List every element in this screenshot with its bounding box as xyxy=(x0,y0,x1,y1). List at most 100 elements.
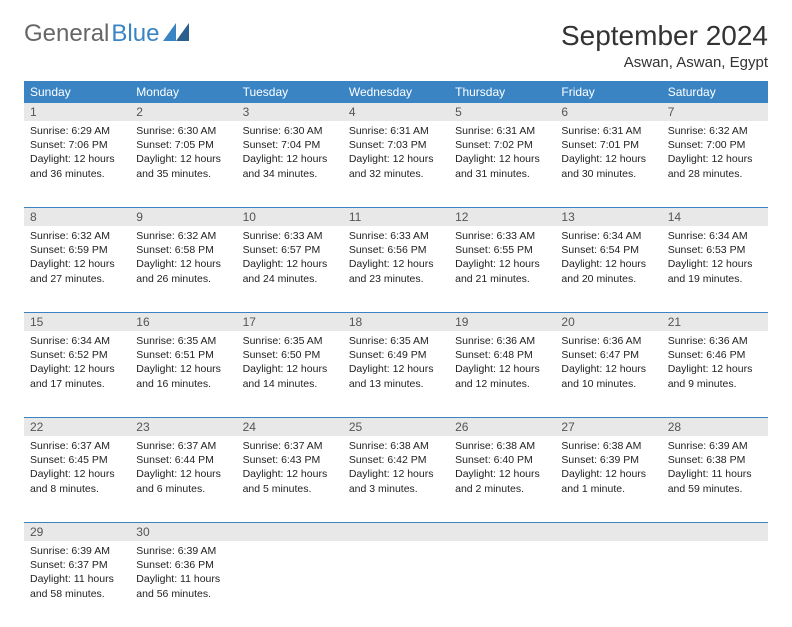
day-details: Sunrise: 6:37 AMSunset: 6:45 PMDaylight:… xyxy=(24,436,130,502)
day-cell: Sunrise: 6:37 AMSunset: 6:43 PMDaylight:… xyxy=(237,436,343,523)
day-details: Sunrise: 6:35 AMSunset: 6:49 PMDaylight:… xyxy=(343,331,449,397)
day-cell: Sunrise: 6:39 AMSunset: 6:36 PMDaylight:… xyxy=(130,541,236,627)
day-details: Sunrise: 6:31 AMSunset: 7:01 PMDaylight:… xyxy=(555,121,661,187)
day-details: Sunrise: 6:39 AMSunset: 6:36 PMDaylight:… xyxy=(130,541,236,607)
day-content-row: Sunrise: 6:37 AMSunset: 6:45 PMDaylight:… xyxy=(24,436,768,523)
day-number: 27 xyxy=(555,418,661,437)
logo-icon xyxy=(163,20,189,48)
day-number: 4 xyxy=(343,103,449,121)
day-number: 25 xyxy=(343,418,449,437)
day-content-row: Sunrise: 6:32 AMSunset: 6:59 PMDaylight:… xyxy=(24,226,768,313)
day-cell: Sunrise: 6:37 AMSunset: 6:45 PMDaylight:… xyxy=(24,436,130,523)
day-number: 22 xyxy=(24,418,130,437)
day-details: Sunrise: 6:32 AMSunset: 6:59 PMDaylight:… xyxy=(24,226,130,292)
day-cell: Sunrise: 6:39 AMSunset: 6:37 PMDaylight:… xyxy=(24,541,130,627)
day-cell: Sunrise: 6:32 AMSunset: 7:00 PMDaylight:… xyxy=(662,121,768,208)
weekday-header: Saturday xyxy=(662,81,768,103)
day-number: 3 xyxy=(237,103,343,121)
weekday-header-row: Sunday Monday Tuesday Wednesday Thursday… xyxy=(24,81,768,103)
day-number: 2 xyxy=(130,103,236,121)
day-cell: Sunrise: 6:29 AMSunset: 7:06 PMDaylight:… xyxy=(24,121,130,208)
header: GeneralBlue September 2024 Aswan, Aswan,… xyxy=(24,20,768,71)
weekday-header: Friday xyxy=(555,81,661,103)
day-cell xyxy=(662,541,768,627)
day-number: 14 xyxy=(662,208,768,227)
day-details: Sunrise: 6:30 AMSunset: 7:05 PMDaylight:… xyxy=(130,121,236,187)
weekday-header: Thursday xyxy=(449,81,555,103)
day-cell xyxy=(343,541,449,627)
month-title: September 2024 xyxy=(561,20,768,52)
day-cell: Sunrise: 6:33 AMSunset: 6:55 PMDaylight:… xyxy=(449,226,555,313)
day-number xyxy=(343,523,449,542)
calendar-table: Sunday Monday Tuesday Wednesday Thursday… xyxy=(24,81,768,627)
day-number: 9 xyxy=(130,208,236,227)
day-cell: Sunrise: 6:30 AMSunset: 7:05 PMDaylight:… xyxy=(130,121,236,208)
day-details: Sunrise: 6:38 AMSunset: 6:42 PMDaylight:… xyxy=(343,436,449,502)
weekday-header: Monday xyxy=(130,81,236,103)
day-number: 13 xyxy=(555,208,661,227)
day-number: 17 xyxy=(237,313,343,332)
day-details: Sunrise: 6:37 AMSunset: 6:43 PMDaylight:… xyxy=(237,436,343,502)
day-number: 19 xyxy=(449,313,555,332)
day-details: Sunrise: 6:36 AMSunset: 6:47 PMDaylight:… xyxy=(555,331,661,397)
day-number: 15 xyxy=(24,313,130,332)
day-cell: Sunrise: 6:34 AMSunset: 6:53 PMDaylight:… xyxy=(662,226,768,313)
day-details: Sunrise: 6:32 AMSunset: 7:00 PMDaylight:… xyxy=(662,121,768,187)
day-details: Sunrise: 6:33 AMSunset: 6:55 PMDaylight:… xyxy=(449,226,555,292)
day-number: 28 xyxy=(662,418,768,437)
day-cell: Sunrise: 6:38 AMSunset: 6:39 PMDaylight:… xyxy=(555,436,661,523)
day-cell xyxy=(449,541,555,627)
day-details: Sunrise: 6:36 AMSunset: 6:46 PMDaylight:… xyxy=(662,331,768,397)
day-cell: Sunrise: 6:37 AMSunset: 6:44 PMDaylight:… xyxy=(130,436,236,523)
day-cell: Sunrise: 6:32 AMSunset: 6:58 PMDaylight:… xyxy=(130,226,236,313)
day-cell: Sunrise: 6:35 AMSunset: 6:49 PMDaylight:… xyxy=(343,331,449,418)
day-number: 26 xyxy=(449,418,555,437)
weekday-header: Wednesday xyxy=(343,81,449,103)
title-block: September 2024 Aswan, Aswan, Egypt xyxy=(561,20,768,71)
day-cell: Sunrise: 6:31 AMSunset: 7:01 PMDaylight:… xyxy=(555,121,661,208)
day-number xyxy=(555,523,661,542)
day-number xyxy=(662,523,768,542)
day-number: 7 xyxy=(662,103,768,121)
day-details: Sunrise: 6:37 AMSunset: 6:44 PMDaylight:… xyxy=(130,436,236,502)
day-details: Sunrise: 6:34 AMSunset: 6:52 PMDaylight:… xyxy=(24,331,130,397)
day-number: 8 xyxy=(24,208,130,227)
day-details: Sunrise: 6:31 AMSunset: 7:03 PMDaylight:… xyxy=(343,121,449,187)
day-number-row: 15161718192021 xyxy=(24,313,768,332)
day-cell: Sunrise: 6:34 AMSunset: 6:54 PMDaylight:… xyxy=(555,226,661,313)
day-number: 23 xyxy=(130,418,236,437)
day-details: Sunrise: 6:34 AMSunset: 6:53 PMDaylight:… xyxy=(662,226,768,292)
day-details: Sunrise: 6:39 AMSunset: 6:38 PMDaylight:… xyxy=(662,436,768,502)
day-details: Sunrise: 6:36 AMSunset: 6:48 PMDaylight:… xyxy=(449,331,555,397)
day-cell: Sunrise: 6:36 AMSunset: 6:47 PMDaylight:… xyxy=(555,331,661,418)
day-details: Sunrise: 6:31 AMSunset: 7:02 PMDaylight:… xyxy=(449,121,555,187)
day-number: 24 xyxy=(237,418,343,437)
day-cell: Sunrise: 6:33 AMSunset: 6:57 PMDaylight:… xyxy=(237,226,343,313)
logo-text-1: General xyxy=(24,20,109,48)
day-details: Sunrise: 6:29 AMSunset: 7:06 PMDaylight:… xyxy=(24,121,130,187)
day-details: Sunrise: 6:35 AMSunset: 6:50 PMDaylight:… xyxy=(237,331,343,397)
day-cell: Sunrise: 6:34 AMSunset: 6:52 PMDaylight:… xyxy=(24,331,130,418)
day-number: 30 xyxy=(130,523,236,542)
day-number-row: 891011121314 xyxy=(24,208,768,227)
day-details: Sunrise: 6:38 AMSunset: 6:40 PMDaylight:… xyxy=(449,436,555,502)
day-number: 16 xyxy=(130,313,236,332)
day-content-row: Sunrise: 6:29 AMSunset: 7:06 PMDaylight:… xyxy=(24,121,768,208)
day-number-row: 22232425262728 xyxy=(24,418,768,437)
weekday-header: Tuesday xyxy=(237,81,343,103)
day-cell: Sunrise: 6:35 AMSunset: 6:51 PMDaylight:… xyxy=(130,331,236,418)
day-cell xyxy=(237,541,343,627)
day-number-row: 1234567 xyxy=(24,103,768,121)
day-number: 20 xyxy=(555,313,661,332)
day-cell: Sunrise: 6:31 AMSunset: 7:03 PMDaylight:… xyxy=(343,121,449,208)
day-number: 11 xyxy=(343,208,449,227)
day-number: 1 xyxy=(24,103,130,121)
day-cell: Sunrise: 6:35 AMSunset: 6:50 PMDaylight:… xyxy=(237,331,343,418)
day-number: 21 xyxy=(662,313,768,332)
day-details: Sunrise: 6:35 AMSunset: 6:51 PMDaylight:… xyxy=(130,331,236,397)
day-cell: Sunrise: 6:38 AMSunset: 6:42 PMDaylight:… xyxy=(343,436,449,523)
day-cell xyxy=(555,541,661,627)
day-content-row: Sunrise: 6:34 AMSunset: 6:52 PMDaylight:… xyxy=(24,331,768,418)
day-number: 5 xyxy=(449,103,555,121)
logo-text-2: Blue xyxy=(111,20,159,48)
